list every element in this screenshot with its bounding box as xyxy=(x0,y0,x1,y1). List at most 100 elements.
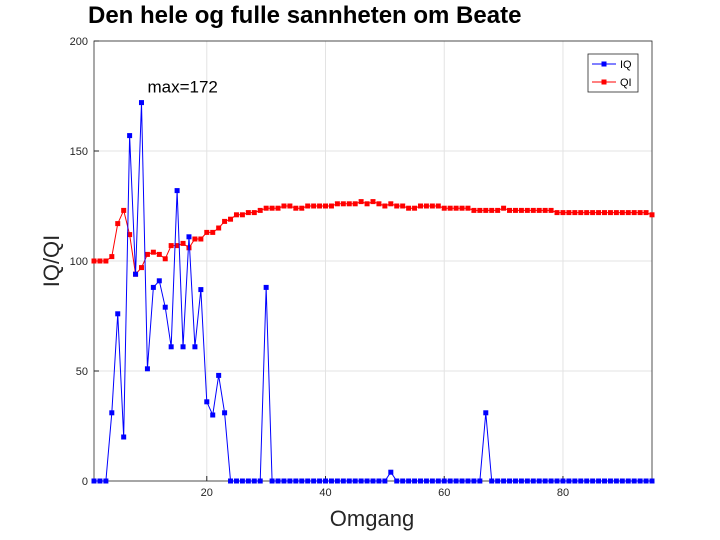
data-point-iq xyxy=(590,478,596,484)
data-point-qi xyxy=(144,251,150,257)
data-point-iq xyxy=(512,478,518,484)
x-tick-label: 80 xyxy=(557,487,569,499)
data-point-iq xyxy=(138,100,144,106)
data-point-iq xyxy=(275,478,281,484)
data-point-qi xyxy=(328,203,334,209)
data-point-iq xyxy=(406,478,412,484)
data-point-qi xyxy=(305,203,311,209)
data-point-qi xyxy=(281,203,287,209)
data-point-qi xyxy=(245,210,251,216)
data-point-iq xyxy=(400,478,406,484)
data-point-iq xyxy=(560,478,566,484)
data-point-qi xyxy=(453,205,459,211)
data-point-iq xyxy=(245,478,251,484)
data-point-iq xyxy=(435,478,441,484)
data-point-iq xyxy=(572,478,578,484)
data-point-iq xyxy=(103,478,109,484)
data-point-iq xyxy=(423,478,429,484)
data-point-qi xyxy=(512,207,518,213)
data-point-iq xyxy=(233,478,239,484)
data-point-qi xyxy=(596,210,602,216)
data-point-qi xyxy=(257,207,263,213)
data-point-iq xyxy=(323,478,329,484)
data-point-qi xyxy=(382,203,388,209)
y-tick-label: 150 xyxy=(70,146,88,158)
data-point-iq xyxy=(530,478,536,484)
data-point-qi xyxy=(352,201,358,207)
data-point-qi xyxy=(233,212,239,218)
data-point-iq xyxy=(287,478,293,484)
data-point-iq xyxy=(566,478,572,484)
data-point-iq xyxy=(471,478,477,484)
data-point-iq xyxy=(441,478,447,484)
data-point-qi xyxy=(168,243,174,249)
data-point-qi xyxy=(269,205,275,211)
data-point-iq xyxy=(156,278,162,284)
x-axis-label: Omgang xyxy=(330,506,414,531)
data-point-qi xyxy=(174,243,180,249)
y-tick-label: 200 xyxy=(70,36,88,48)
data-point-iq xyxy=(127,133,133,139)
data-point-qi xyxy=(477,207,483,213)
data-point-qi xyxy=(548,207,554,213)
data-point-iq xyxy=(216,372,222,378)
data-point-qi xyxy=(417,203,423,209)
data-point-qi xyxy=(637,210,643,216)
data-point-qi xyxy=(109,254,115,260)
data-point-qi xyxy=(186,245,192,251)
data-point-qi xyxy=(465,205,471,211)
data-point-qi xyxy=(127,232,133,238)
data-point-iq xyxy=(483,410,489,416)
data-point-qi xyxy=(150,249,156,255)
data-point-qi xyxy=(483,207,489,213)
data-point-iq xyxy=(228,478,234,484)
data-point-iq xyxy=(501,478,507,484)
data-point-qi xyxy=(388,201,394,207)
data-point-qi xyxy=(649,212,655,218)
data-point-iq xyxy=(263,284,269,290)
data-point-iq xyxy=(198,287,204,293)
data-point-iq xyxy=(465,478,471,484)
data-point-qi xyxy=(631,210,637,216)
data-point-iq xyxy=(477,478,483,484)
data-point-iq xyxy=(649,478,655,484)
data-point-iq xyxy=(429,478,435,484)
y-tick-label: 100 xyxy=(70,256,88,268)
data-point-qi xyxy=(495,207,501,213)
data-point-iq xyxy=(251,478,257,484)
data-point-iq xyxy=(382,478,388,484)
data-point-qi xyxy=(394,203,400,209)
data-point-iq xyxy=(584,478,590,484)
data-point-qi xyxy=(287,203,293,209)
data-point-iq xyxy=(542,478,548,484)
data-point-iq xyxy=(269,478,275,484)
data-point-iq xyxy=(91,478,97,484)
data-point-qi xyxy=(412,205,418,211)
data-point-qi xyxy=(293,205,299,211)
data-point-qi xyxy=(643,210,649,216)
data-point-qi xyxy=(115,221,121,227)
data-point-qi xyxy=(459,205,465,211)
data-point-qi xyxy=(435,203,441,209)
data-point-iq xyxy=(192,344,198,350)
data-point-iq xyxy=(453,478,459,484)
data-point-iq xyxy=(210,412,216,418)
data-point-qi xyxy=(566,210,572,216)
data-point-iq xyxy=(364,478,370,484)
data-point-qi xyxy=(400,203,406,209)
data-point-iq xyxy=(174,188,180,194)
data-point-iq xyxy=(619,478,625,484)
data-point-qi xyxy=(364,201,370,207)
y-tick-label: 50 xyxy=(76,366,88,378)
data-point-iq xyxy=(317,478,323,484)
max-annotation: max=172 xyxy=(147,78,217,97)
data-point-qi xyxy=(554,210,560,216)
legend-marker-iq xyxy=(601,61,607,67)
series-layer xyxy=(91,100,655,484)
data-point-iq xyxy=(602,478,608,484)
data-point-iq xyxy=(133,271,139,277)
data-point-iq xyxy=(239,478,245,484)
data-point-iq xyxy=(222,410,228,416)
data-point-qi xyxy=(97,258,103,264)
